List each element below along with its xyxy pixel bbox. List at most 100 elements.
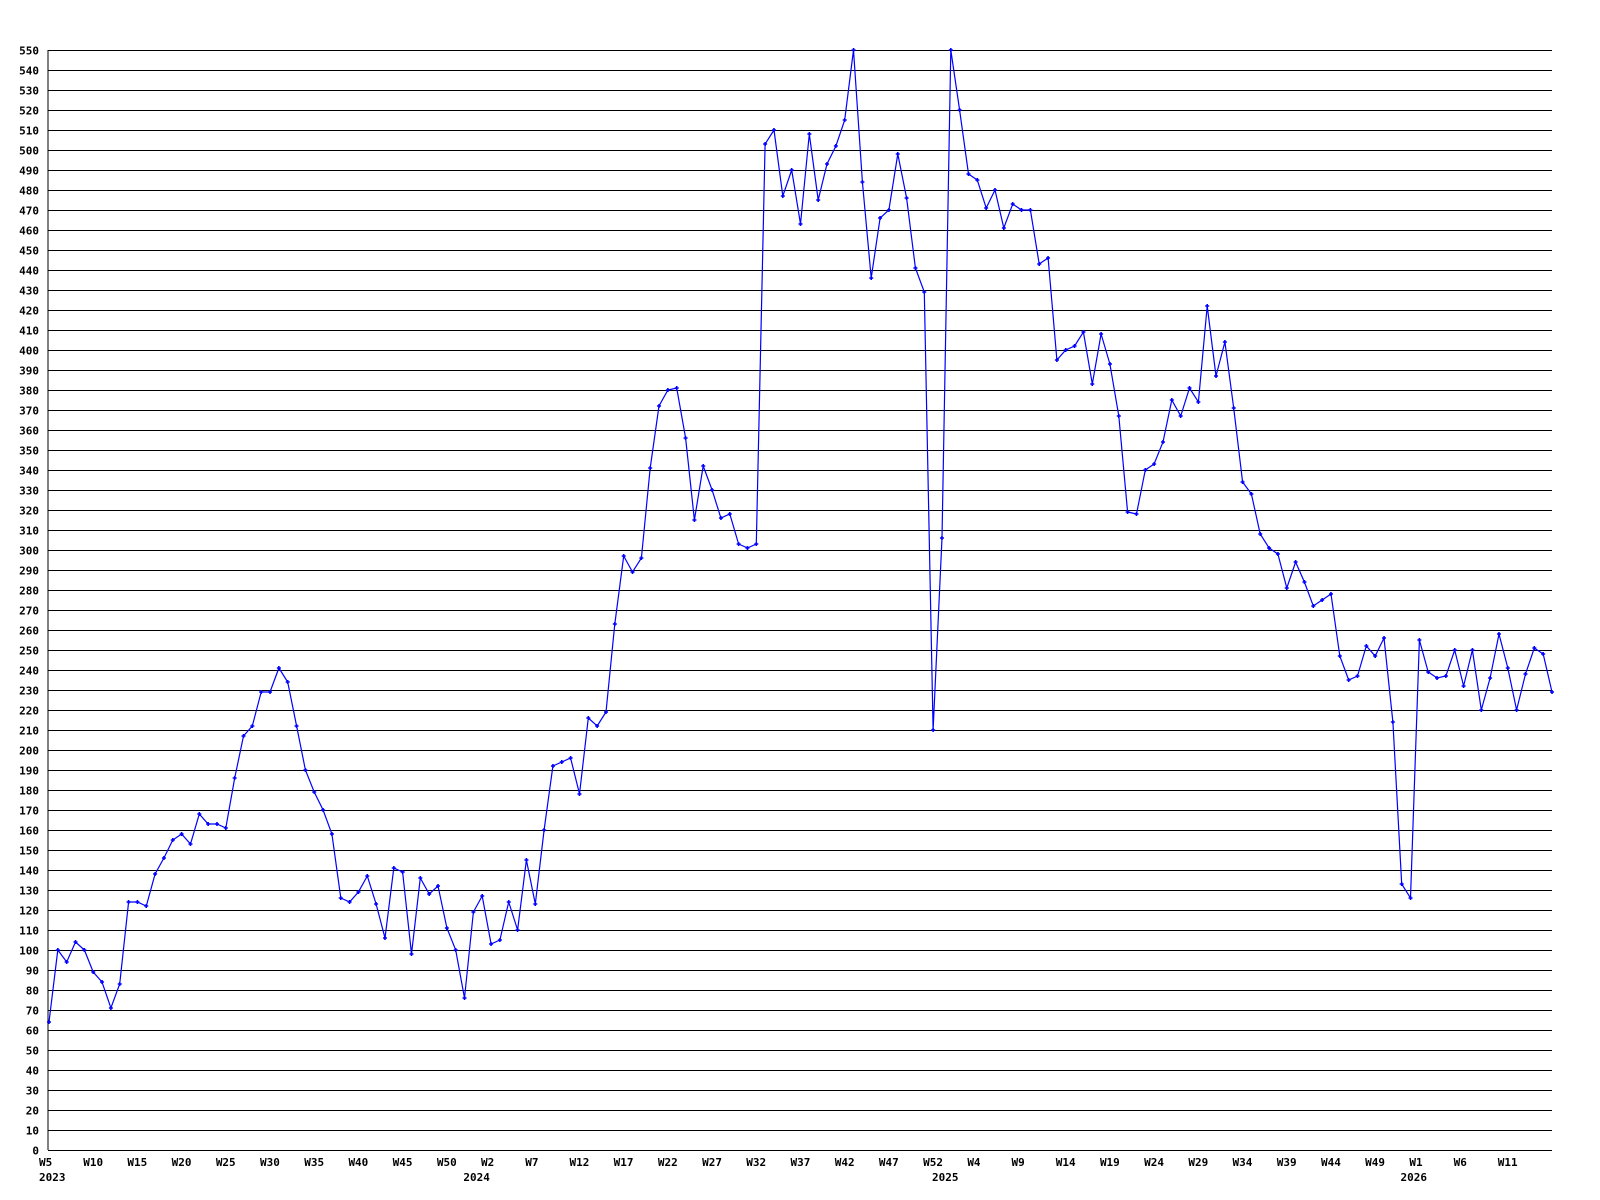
data-point: [1320, 598, 1325, 602]
data-point: [329, 832, 334, 836]
data-point: [1461, 684, 1466, 688]
data-point: [312, 790, 317, 794]
data-point: [1258, 532, 1263, 536]
data-point: [1532, 646, 1537, 650]
data-point: [1187, 386, 1192, 390]
data-point: [1196, 400, 1201, 404]
year-label: 2026: [1401, 1171, 1428, 1184]
data-point: [223, 826, 228, 830]
data-point: [904, 196, 909, 200]
data-point: [1479, 708, 1484, 712]
y-tick-label: 130: [19, 885, 39, 898]
x-tick-label: W30: [260, 1156, 280, 1169]
data-point: [232, 776, 237, 780]
y-tick-label: 190: [19, 765, 39, 778]
year-label: 2024: [463, 1171, 490, 1184]
data-point: [542, 828, 547, 832]
y-tick-label: 490: [19, 165, 39, 178]
y-tick-label: 430: [19, 285, 39, 298]
data-point: [1541, 652, 1546, 656]
data-point: [321, 808, 326, 812]
y-tick-label: 110: [19, 925, 39, 938]
y-tick-label: 440: [19, 265, 39, 278]
y-tick-label: 70: [26, 1005, 39, 1018]
data-point: [1390, 720, 1395, 724]
data-point: [1134, 512, 1139, 516]
data-point: [444, 926, 449, 930]
x-tick-label: W35: [304, 1156, 324, 1169]
data-point: [453, 948, 458, 952]
data-point: [515, 928, 520, 932]
data-point: [197, 812, 202, 816]
data-point: [1408, 896, 1413, 900]
data-point: [188, 842, 193, 846]
data-point: [895, 152, 900, 156]
data-point: [1107, 362, 1112, 366]
y-tick-label: 120: [19, 905, 39, 918]
y-tick-label: 470: [19, 205, 39, 218]
x-tick-label: W40: [348, 1156, 368, 1169]
data-point: [170, 838, 175, 842]
data-point: [771, 128, 776, 132]
y-tick-label: 310: [19, 525, 39, 538]
x-axis-tick-labels: W5 W10 W15 W20 W25 W30 W35 W40 W45 W50 W2 W7 W12 W17 W…: [39, 1156, 1518, 1184]
data-point: [559, 760, 564, 764]
data-point: [718, 516, 723, 520]
data-point: [1205, 304, 1210, 308]
data-point: [798, 222, 803, 226]
data-point: [550, 764, 555, 768]
y-tick-label: 420: [19, 305, 39, 318]
data-point: [126, 900, 131, 904]
data-point: [851, 48, 856, 52]
data-point: [922, 290, 927, 294]
data-point: [1231, 406, 1236, 410]
data-point: [1249, 492, 1254, 496]
x-tick-label: W24: [1144, 1156, 1164, 1169]
data-point: [82, 948, 87, 952]
x-tick-label: W32: [746, 1156, 766, 1169]
x-tick-label: W52: [923, 1156, 943, 1169]
data-point: [179, 832, 184, 836]
y-tick-label: 340: [19, 465, 39, 478]
data-point: [639, 556, 644, 560]
data-point: [471, 910, 476, 914]
gridlines: [47, 50, 1552, 1151]
data-point: [657, 404, 662, 408]
y-tick-label: 200: [19, 745, 39, 758]
x-tick-label: W45: [393, 1156, 413, 1169]
data-point: [1337, 654, 1342, 658]
x-tick-label: W47: [879, 1156, 899, 1169]
y-tick-label: 290: [19, 565, 39, 578]
data-point: [665, 388, 670, 392]
y-tick-label: 500: [19, 145, 39, 158]
data-point: [436, 884, 441, 888]
y-tick-label: 40: [26, 1065, 39, 1078]
data-point: [630, 570, 635, 574]
data-point: [833, 144, 838, 148]
data-point: [1399, 882, 1404, 886]
y-tick-label: 180: [19, 785, 39, 798]
data-point: [860, 180, 865, 184]
x-tick-label: W11: [1498, 1156, 1518, 1169]
data-point: [206, 822, 211, 826]
x-tick-label: W17: [614, 1156, 634, 1169]
data-point: [382, 936, 387, 940]
data-point: [1496, 632, 1501, 636]
data-point: [1417, 638, 1422, 642]
y-tick-label: 330: [19, 485, 39, 498]
data-point: [1267, 546, 1272, 550]
year-label: 2025: [932, 1171, 959, 1184]
y-tick-label: 300: [19, 545, 39, 558]
data-point: [1169, 398, 1174, 402]
data-point: [966, 172, 971, 176]
x-tick-label: W1: [1409, 1156, 1423, 1169]
data-point: [577, 792, 582, 796]
data-point: [391, 866, 396, 870]
data-point: [1311, 604, 1316, 608]
data-point: [1046, 256, 1051, 260]
data-point: [365, 874, 370, 878]
data-point: [1222, 340, 1227, 344]
data-point: [648, 466, 653, 470]
data-point: [984, 206, 989, 210]
data-point: [1373, 654, 1378, 658]
